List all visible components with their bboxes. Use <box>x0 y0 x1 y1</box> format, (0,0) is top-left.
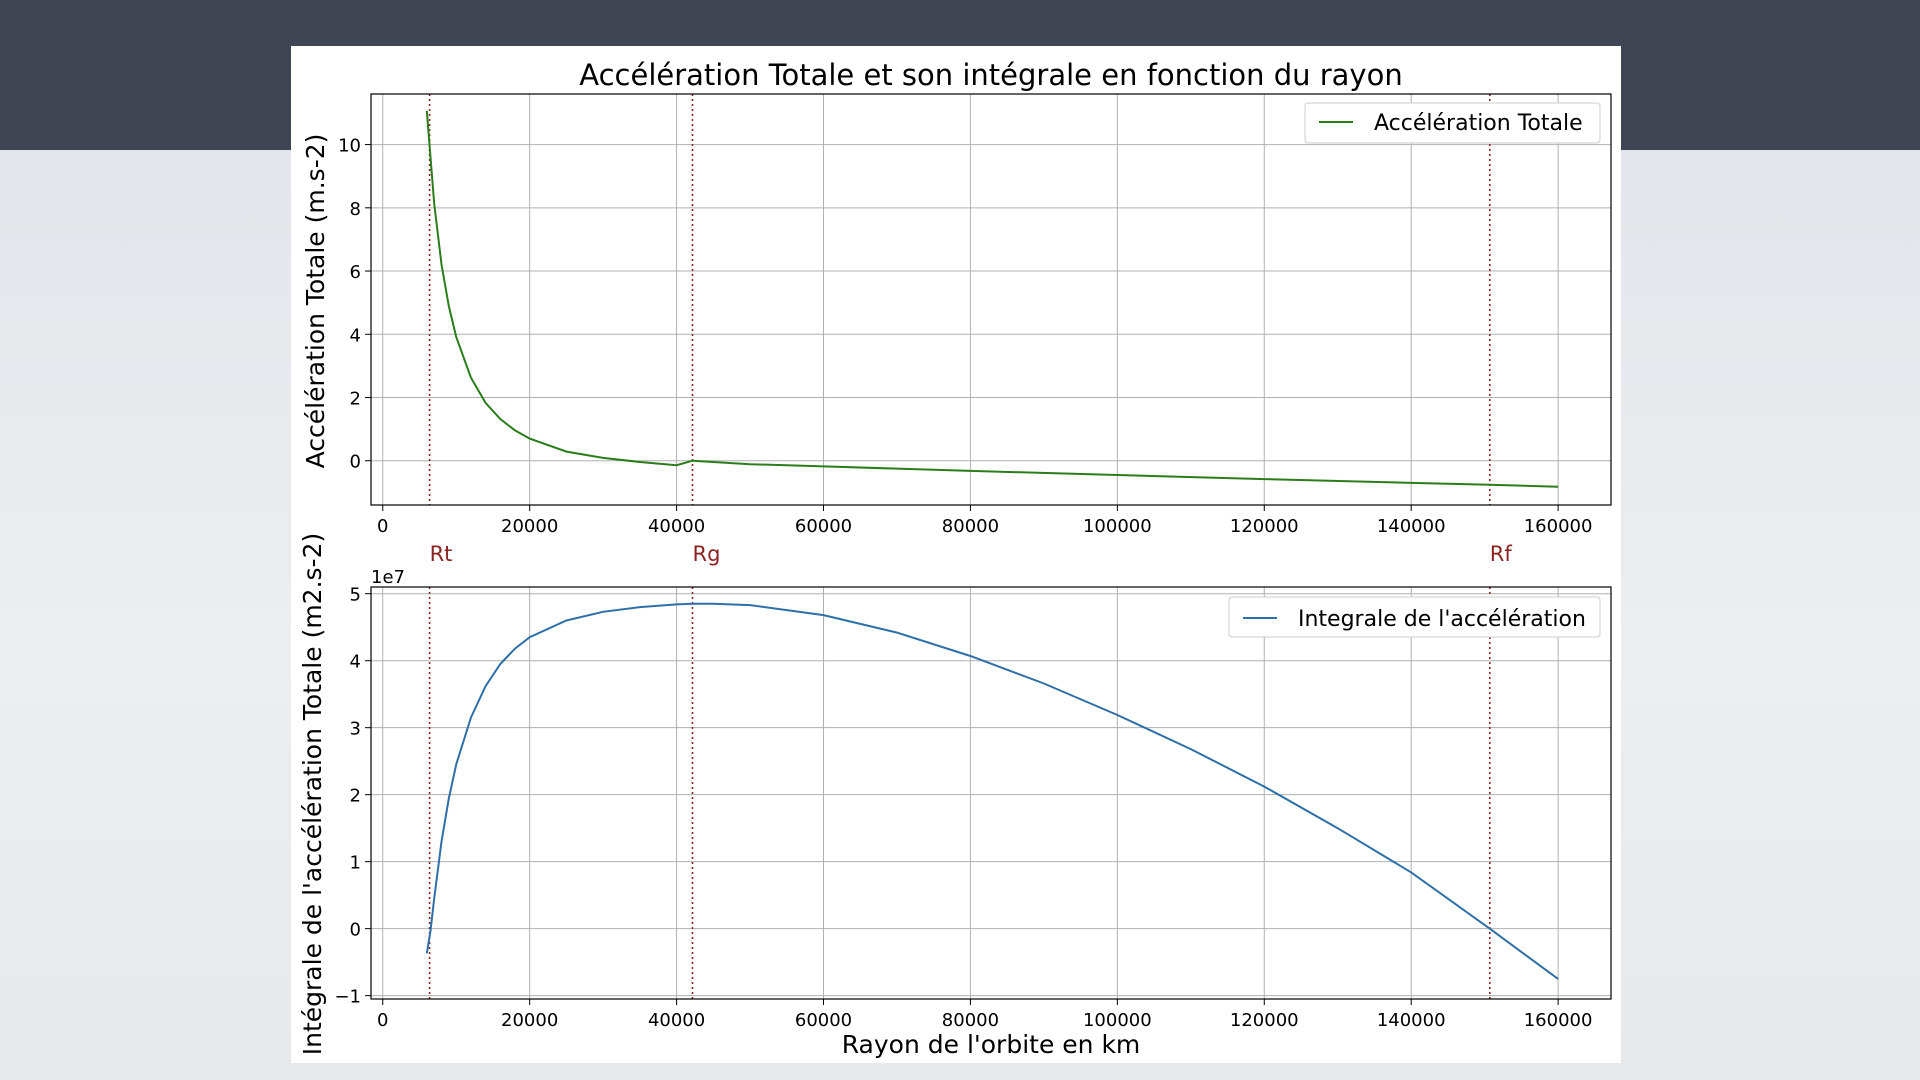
acceleration-legend-box <box>1304 102 1601 144</box>
acceleration-x-tick-label: 160000 <box>1524 516 1593 537</box>
integral-y-tick-label: −1 <box>334 987 361 1008</box>
integral-y-tick-label: 0 <box>350 920 361 941</box>
integral-legend-label: Integrale de l'accélération <box>1298 607 1586 632</box>
integral-legend-box <box>1228 596 1601 638</box>
integral-x-tick-label: 120000 <box>1230 1010 1299 1031</box>
integral-y-tick-label: 5 <box>350 585 361 606</box>
integral-y-tick-label: 2 <box>350 786 361 807</box>
acceleration-y-ticks: 0 2 4 6 8 10 <box>338 136 371 473</box>
integral-x-axis-label: Rayon de l'orbite en km <box>842 1030 1141 1059</box>
acceleration-x-tick-label: 100000 <box>1083 516 1152 537</box>
integral-y-offset-label: 1e7 <box>371 567 405 588</box>
marker-label-rt: Rt <box>430 542 453 566</box>
integral-x-tick-label: 40000 <box>648 1010 705 1031</box>
figure-panel: Accélération Totale et son intégrale en … <box>291 46 1621 1063</box>
acceleration-x-tick-label: 20000 <box>501 516 558 537</box>
acceleration-y-tick-label: 4 <box>350 325 361 346</box>
acceleration-y-tick-label: 8 <box>350 199 361 220</box>
integral-plot-frame <box>370 586 1612 1000</box>
acceleration-x-tick-label: 60000 <box>795 516 852 537</box>
acceleration-y-axis-label: Accélération Totale (m.s-2) <box>301 134 330 469</box>
integral-grid <box>371 587 1611 999</box>
acceleration-x-tick-label: 40000 <box>648 516 705 537</box>
acceleration-x-tick-label: 80000 <box>942 516 999 537</box>
acceleration-grid <box>371 94 1611 505</box>
integral-x-tick-label: 80000 <box>942 1010 999 1031</box>
integral-series-line <box>425 602 1559 980</box>
acceleration-chart: 0 20000 40000 60000 80000 100000 120000 140000 1… <box>301 93 1612 566</box>
integral-x-tick-label: 0 <box>377 1010 388 1031</box>
acceleration-legend-label: Accélération Totale <box>1374 111 1583 136</box>
marker-labels: Rt Rg Rf <box>430 542 1513 566</box>
acceleration-y-tick-label: 0 <box>350 452 361 473</box>
integral-x-tick-label: 160000 <box>1524 1010 1593 1031</box>
acceleration-y-tick-label: 6 <box>350 262 361 283</box>
integral-marker-lines <box>428 587 1491 999</box>
acceleration-y-tick-label: 10 <box>338 136 361 157</box>
acceleration-x-tick-label: 140000 <box>1377 516 1446 537</box>
integral-y-tick-label: 1 <box>350 853 361 874</box>
integral-x-tick-label: 60000 <box>795 1010 852 1031</box>
integral-x-tick-label: 20000 <box>501 1010 558 1031</box>
acceleration-x-tick-label: 120000 <box>1230 516 1299 537</box>
acceleration-legend: Accélération Totale <box>1304 102 1601 144</box>
integral-legend: Integrale de l'accélération <box>1228 596 1601 638</box>
integral-y-tick-label: 3 <box>350 719 361 740</box>
integral-y-axis-label: Intégrale de l'accélération Totale (m2.s… <box>298 533 327 1056</box>
acceleration-plot-frame <box>370 93 1612 506</box>
acceleration-marker-lines <box>428 94 1491 505</box>
marker-label-rg: Rg <box>692 542 720 566</box>
figure-title: Accélération Totale et son intégrale en … <box>579 58 1402 92</box>
integral-chart: 0 20000 40000 60000 80000 100000 120000 140000 1… <box>298 533 1612 1059</box>
figure-svg: Accélération Totale et son intégrale en … <box>298 58 1612 1059</box>
acceleration-x-ticks: 0 20000 40000 60000 80000 100000 120000 140000 1… <box>377 505 1592 537</box>
integral-x-ticks: 0 20000 40000 60000 80000 100000 120000 140000 1… <box>377 999 1592 1031</box>
integral-y-ticks: −1 0 1 2 3 4 5 <box>334 585 371 1008</box>
integral-x-tick-label: 100000 <box>1083 1010 1152 1031</box>
marker-label-rf: Rf <box>1490 542 1513 566</box>
integral-x-tick-label: 140000 <box>1377 1010 1446 1031</box>
integral-y-tick-label: 4 <box>350 652 361 673</box>
acceleration-series-line <box>425 110 1559 488</box>
acceleration-x-tick-label: 0 <box>377 516 388 537</box>
acceleration-y-tick-label: 2 <box>350 389 361 410</box>
